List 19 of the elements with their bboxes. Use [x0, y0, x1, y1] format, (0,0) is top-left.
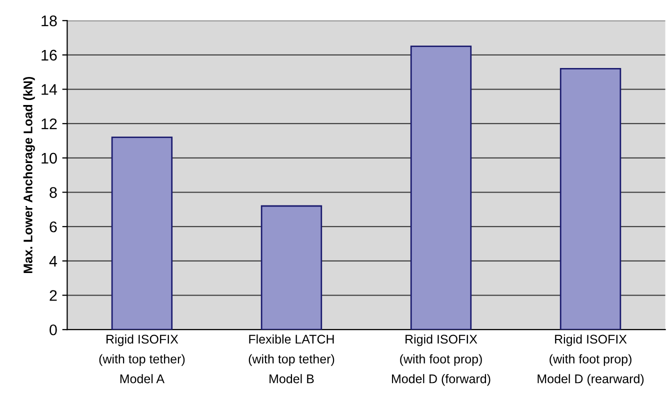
bar	[410, 46, 472, 330]
y-axis-title: Max. Lower Anchorage Load (kN)	[23, 76, 35, 273]
y-tick-label: 18	[42, 15, 57, 26]
y-tick-label: 6	[50, 221, 57, 232]
y-tick-label: 14	[42, 84, 58, 95]
y-tick-label: 4	[49, 256, 58, 266]
x-tick-label: Rigid ISOFIX (with foot prop) Model D (rearward)	[538, 334, 644, 386]
bar	[111, 136, 173, 330]
y-tick-label: 2	[50, 290, 57, 301]
bar	[560, 68, 622, 330]
y-tick-label: 16	[42, 50, 57, 61]
x-tick-label: Flexible LATCH (with top tether) Model B	[248, 334, 334, 384]
y-tick-label: 10	[42, 152, 57, 164]
y-tick-label: 12	[42, 118, 57, 130]
x-tick-label: Rigid ISOFIX (with foot prop) Model D (forward)	[392, 334, 490, 386]
bar	[260, 205, 322, 330]
y-tick-label: 8	[50, 187, 57, 198]
x-tick-label: Rigid ISOFIX (with top tether) Model A	[99, 334, 185, 384]
y-tick-label: 0	[50, 324, 57, 336]
